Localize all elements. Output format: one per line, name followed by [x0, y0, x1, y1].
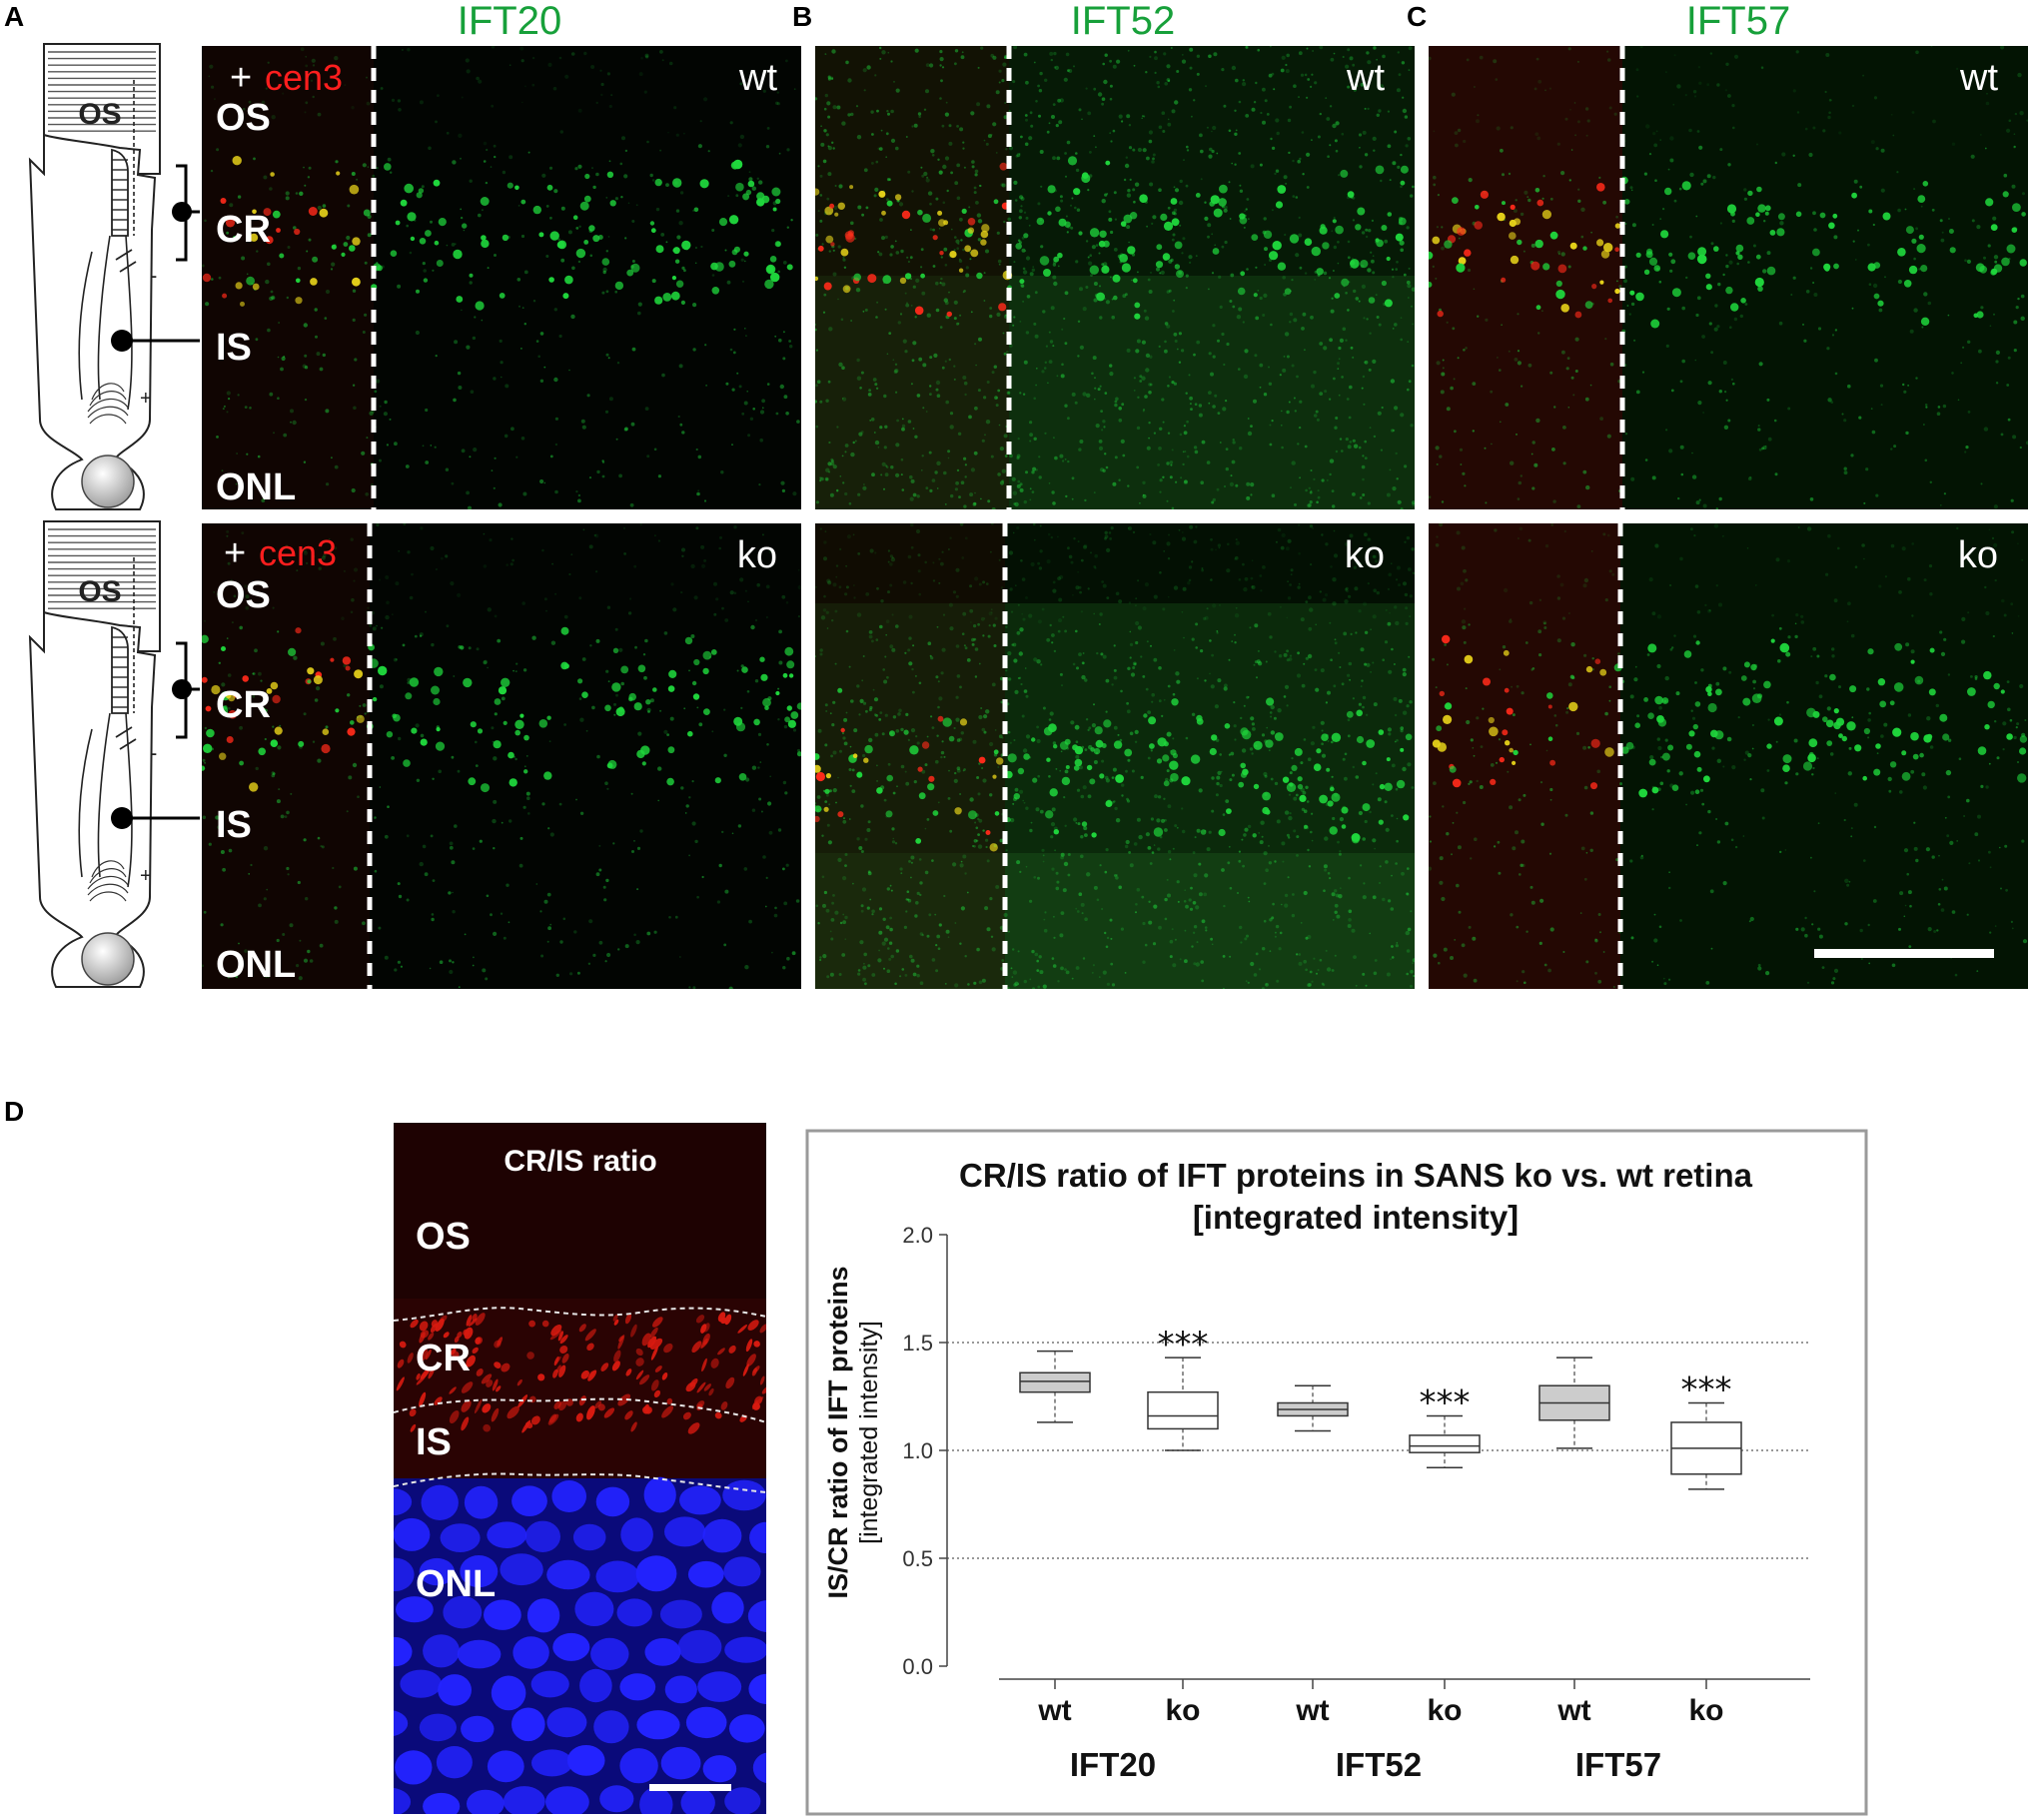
- box-iqr: [1019, 1371, 1091, 1393]
- layer-onl-top: ONL: [216, 466, 296, 508]
- box-iqr: [1147, 1390, 1219, 1430]
- x-group-label-ift20: IFT20: [1070, 1746, 1156, 1783]
- title-ift57: IFT57: [1686, 0, 1790, 43]
- significance-marker: ***: [1681, 1369, 1732, 1409]
- x-category-label: wt: [1037, 1694, 1071, 1727]
- micrograph-ko20: [202, 523, 801, 989]
- schematic-plus-label: +: [140, 388, 152, 410]
- micrograph-ko57: [1429, 523, 2028, 989]
- layer-onl-bottom: ONL: [216, 944, 296, 986]
- condition-wt-ift52: wt: [1346, 57, 1385, 99]
- cen3-label-bottom: cen3: [259, 532, 337, 573]
- x-category-label: wt: [1556, 1694, 1590, 1727]
- y-axis-label: IS/CR ratio of IFT proteins: [823, 1266, 853, 1598]
- box-ift52-ko: ***: [1409, 1382, 1481, 1689]
- y-axis-label-unit: [integrated intensity]: [855, 1321, 883, 1544]
- significance-marker: ***: [1158, 1325, 1209, 1365]
- condition-wt-ift20: wt: [738, 57, 777, 99]
- d-layer-is: IS: [416, 1421, 452, 1463]
- photoreceptor-schematic-bottom: OS - +: [28, 520, 200, 988]
- panel-label-a: A: [4, 1, 24, 32]
- y-tick-label: 0.0: [902, 1654, 933, 1679]
- box-iqr: [1409, 1434, 1481, 1453]
- x-category-label: ko: [1165, 1694, 1200, 1727]
- layer-cr-top: CR: [216, 209, 271, 251]
- plus-sign-top: +: [230, 57, 252, 99]
- d-micrograph-title: CR/IS ratio: [504, 1145, 656, 1178]
- box-ift57-ko: ***: [1670, 1369, 1742, 1689]
- schematic-minus-label-bottom: -: [150, 740, 157, 765]
- plus-sign-bottom: +: [224, 532, 246, 574]
- title-ift20: IFT20: [458, 0, 561, 43]
- y-tick-label: 2.0: [902, 1223, 933, 1248]
- x-group-label-ift52: IFT52: [1336, 1746, 1422, 1783]
- cen3-label-top: cen3: [265, 57, 343, 98]
- schematic-plus-label-bottom: +: [140, 865, 152, 887]
- y-tick-label: 1.0: [902, 1438, 933, 1463]
- panel-label-d: D: [4, 1096, 24, 1127]
- y-tick-label: 0.5: [902, 1546, 933, 1571]
- x-category-label: ko: [1688, 1694, 1723, 1727]
- x-category-label: wt: [1295, 1694, 1329, 1727]
- box-ift20-ko: ***: [1147, 1325, 1219, 1689]
- layer-os-top: OS: [216, 97, 271, 139]
- layer-is-top: IS: [216, 327, 252, 369]
- micrograph-panels: [202, 46, 2028, 989]
- d-layer-os: OS: [416, 1216, 471, 1258]
- panel-ift20-wt-labels: + cen3 OS CR IS ONL wt: [216, 57, 777, 508]
- chart-subtitle: [integrated intensity]: [1193, 1199, 1519, 1236]
- panel-label-c: C: [1407, 1, 1427, 32]
- x-group-label-ift57: IFT57: [1575, 1746, 1661, 1783]
- micrograph-wt20: [202, 46, 801, 509]
- significance-marker: ***: [1420, 1382, 1471, 1422]
- schematic-os-label: OS: [78, 98, 121, 131]
- micrograph-ko52: [815, 523, 1415, 989]
- micrograph-cr-is-ratio: CR/IS ratio OS CR IS ONL: [394, 1123, 766, 1814]
- condition-ko-ift52: ko: [1345, 534, 1385, 576]
- title-ift52: IFT52: [1071, 0, 1175, 43]
- x-category-label: ko: [1427, 1694, 1462, 1727]
- box-plot-chart: CR/IS ratio of IFT proteins in SANS ko v…: [805, 1129, 1868, 1816]
- layer-cr-bottom: CR: [216, 684, 271, 726]
- panel-label-b: B: [792, 1, 812, 32]
- schematic-minus-label: -: [150, 263, 157, 288]
- condition-ko-ift20: ko: [737, 534, 777, 576]
- layer-is-bottom: IS: [216, 804, 252, 846]
- condition-ko-ift57: ko: [1958, 534, 1998, 576]
- box-ift57-wt: [1538, 1357, 1610, 1689]
- panel-ift20-ko-labels: + cen3 OS CR IS ONL ko: [216, 532, 777, 986]
- box-ift52-wt: [1277, 1384, 1349, 1689]
- d-layer-onl: ONL: [416, 1563, 496, 1605]
- schematic-os-label-bottom: OS: [78, 575, 121, 608]
- scale-bar-abc: [1814, 949, 1994, 958]
- layer-os-bottom: OS: [216, 574, 271, 616]
- box-ift20-wt: [1019, 1350, 1091, 1689]
- scale-bar-d: [649, 1784, 731, 1791]
- y-tick-label: 1.5: [902, 1331, 933, 1356]
- micrograph-wt57: [1429, 46, 2028, 509]
- micrograph-wt52: [815, 46, 1415, 509]
- d-layer-cr: CR: [416, 1338, 471, 1379]
- photoreceptor-schematic-top: OS - +: [28, 43, 200, 510]
- chart-title: CR/IS ratio of IFT proteins in SANS ko v…: [959, 1157, 1753, 1194]
- condition-wt-ift57: wt: [1959, 57, 1998, 99]
